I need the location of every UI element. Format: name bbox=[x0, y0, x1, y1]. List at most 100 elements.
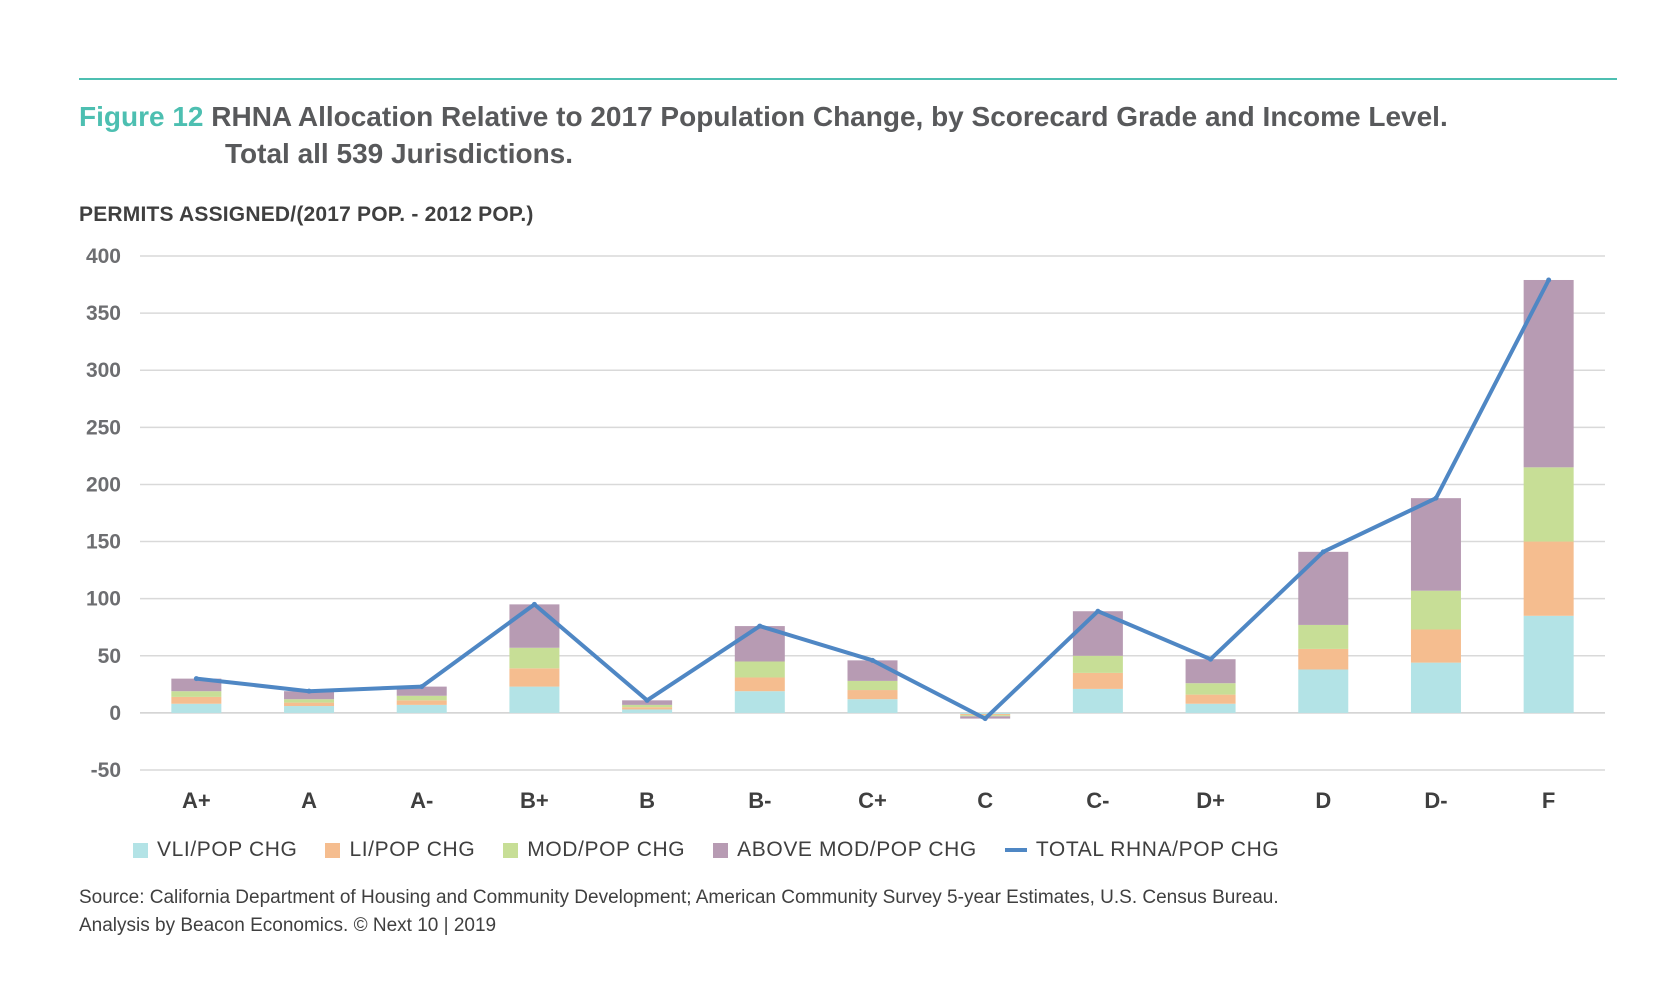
bar-segment bbox=[960, 712, 1011, 715]
bar-segment bbox=[1185, 694, 1236, 704]
bar-segment bbox=[622, 707, 673, 710]
bar-segment bbox=[509, 686, 560, 713]
bar-segment bbox=[1072, 655, 1123, 673]
legend-label-mod: MOD/POP CHG bbox=[527, 838, 686, 861]
legend-swatch-li bbox=[325, 842, 341, 858]
stacked-bar-chart: 400 350 300 250 200 150 100 50 0 -50 A+ A A- B+ B B- C+ C… bbox=[86, 245, 1605, 813]
bar-segment bbox=[1185, 703, 1236, 713]
legend-swatch-vli bbox=[133, 842, 148, 858]
legend-swatch-mod bbox=[503, 842, 519, 858]
x-tick-label: F bbox=[1542, 788, 1555, 813]
bar-segment bbox=[1298, 648, 1349, 670]
bar-segment bbox=[1523, 279, 1574, 468]
legend-label-above-mod: ABOVE MOD/POP CHG bbox=[737, 838, 977, 861]
bar-segment bbox=[734, 691, 785, 713]
x-tick-label: A bbox=[301, 788, 317, 813]
bar-segment bbox=[1185, 659, 1236, 684]
y-tick-label: 200 bbox=[86, 473, 121, 496]
x-tick-label: C+ bbox=[858, 788, 887, 813]
y-tick-label: 0 bbox=[109, 702, 121, 725]
bar-segment bbox=[171, 696, 222, 704]
y-tick-label: 250 bbox=[86, 416, 121, 439]
legend-swatch-total bbox=[1004, 848, 1027, 852]
chart-legend: VLI/POP CHG LI/POP CHG MOD/POP CHG ABOVE… bbox=[133, 838, 1307, 862]
bar-segment bbox=[1410, 629, 1461, 663]
bar-segment bbox=[734, 677, 785, 692]
bar-segment bbox=[284, 702, 335, 707]
bar-segment bbox=[734, 661, 785, 678]
bar-segment bbox=[171, 703, 222, 713]
x-tick-label: D bbox=[1315, 788, 1331, 813]
y-tick-label: 350 bbox=[86, 302, 121, 325]
legend-item-above-mod: ABOVE MOD/POP CHG bbox=[713, 838, 977, 862]
legend-item-vli: VLI/POP CHG bbox=[133, 838, 297, 862]
bar-segment bbox=[847, 680, 898, 691]
legend-label-total: TOTAL RHNA/POP CHG bbox=[1035, 838, 1280, 861]
legend-label-vli: VLI/POP CHG bbox=[157, 838, 298, 861]
total-point bbox=[1208, 656, 1214, 662]
legend-swatch-above-mod bbox=[713, 842, 729, 858]
total-point bbox=[306, 688, 312, 694]
x-tick-label: C- bbox=[1086, 788, 1109, 813]
bar-segment bbox=[1523, 541, 1574, 616]
y-tick-label: 150 bbox=[86, 531, 121, 554]
legend-item-total: TOTAL RHNA/POP CHG bbox=[1004, 838, 1280, 862]
y-tick-label: 50 bbox=[98, 645, 121, 668]
x-tick-label: A- bbox=[410, 788, 433, 813]
total-point bbox=[193, 676, 199, 682]
bar-segment bbox=[1410, 662, 1461, 713]
bar-segment bbox=[1072, 672, 1123, 689]
y-tick-label: 400 bbox=[86, 245, 121, 268]
legend-label-li: LI/POP CHG bbox=[349, 838, 476, 861]
total-point bbox=[644, 697, 650, 703]
x-tick-label: C bbox=[977, 788, 993, 813]
source-line-2: Analysis by Beacon Economics. © Next 10 … bbox=[79, 915, 497, 936]
header-divider bbox=[79, 78, 1617, 80]
bar-segment bbox=[1185, 683, 1236, 695]
bar-segment bbox=[847, 690, 898, 700]
title-line-1: RHNA Allocation Relative to 2017 Populat… bbox=[211, 101, 1448, 132]
bar-segment bbox=[171, 691, 222, 697]
bar-segment bbox=[1298, 551, 1349, 625]
y-tick-label: 100 bbox=[86, 588, 121, 611]
bar-segment bbox=[284, 699, 335, 703]
bar-segment bbox=[284, 691, 335, 700]
bar-segment bbox=[1410, 590, 1461, 630]
bar-segment bbox=[622, 704, 673, 708]
bar-segment bbox=[1523, 467, 1574, 542]
bar-segment bbox=[1523, 615, 1574, 713]
legend-item-mod: MOD/POP CHG bbox=[503, 838, 685, 862]
x-tick-label: B- bbox=[748, 788, 771, 813]
bar-segment bbox=[396, 704, 447, 713]
title-line-2: Total all 539 Jurisdictions. bbox=[225, 138, 574, 169]
bar-segment bbox=[1072, 688, 1123, 713]
chart-title: Figure 12 RHNA Allocation Relative to 20… bbox=[79, 98, 1639, 172]
bar-segment bbox=[1298, 624, 1349, 649]
bar-segment bbox=[960, 714, 1011, 716]
total-point bbox=[1320, 549, 1326, 555]
x-tick-label: A+ bbox=[182, 788, 211, 813]
bar-segment bbox=[396, 686, 447, 696]
bar-segment bbox=[509, 647, 560, 669]
source-note: Source: California Department of Housing… bbox=[79, 884, 1279, 940]
total-point bbox=[1433, 495, 1439, 501]
figure-label: Figure 12 bbox=[79, 101, 204, 132]
y-axis-label: PERMITS ASSIGNED/(2017 POP. - 2012 POP.) bbox=[79, 203, 534, 226]
x-tick-label: D+ bbox=[1196, 788, 1225, 813]
source-line-1: Source: California Department of Housing… bbox=[79, 887, 1279, 908]
y-tick-label: 300 bbox=[86, 359, 121, 382]
bar-segment bbox=[396, 695, 447, 701]
bar-segment bbox=[284, 706, 335, 713]
total-point bbox=[1095, 608, 1101, 614]
bar-segment bbox=[622, 709, 673, 713]
bar-segment bbox=[1298, 669, 1349, 713]
x-tick-label: D- bbox=[1424, 788, 1447, 813]
total-point bbox=[531, 601, 537, 607]
legend-item-li: LI/POP CHG bbox=[325, 838, 475, 862]
bar-segment bbox=[847, 699, 898, 713]
total-point bbox=[870, 657, 875, 663]
total-point bbox=[982, 716, 988, 722]
total-point bbox=[419, 684, 425, 690]
bar-segment bbox=[960, 715, 1011, 717]
total-point bbox=[1546, 277, 1552, 283]
